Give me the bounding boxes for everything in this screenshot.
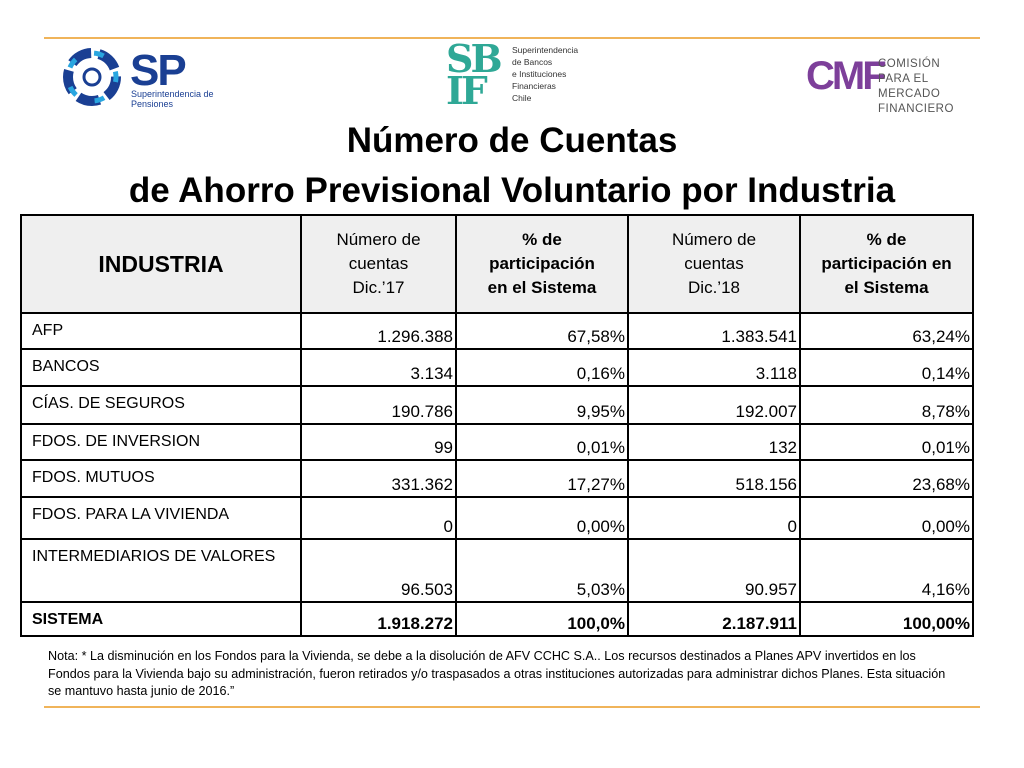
total-participacion-18: 100,00% [799, 601, 974, 637]
cell-cuentas-17: 99 [300, 423, 457, 461]
header-participacion-18: % de participación en el Sistema [799, 214, 974, 314]
cell-participacion-18: 0,00% [799, 496, 974, 540]
sbif-text: Superintendencia de Bancos e Institucion… [512, 45, 579, 103]
cell-cuentas-18: 3.118 [627, 348, 801, 387]
sp-logo: SP Superintendencia de Pensiones [58, 44, 218, 110]
table-row: BANCOS 3.134 0,16% 3.118 0,14% [20, 348, 974, 387]
row-name: AFP [20, 312, 302, 350]
total-name: SISTEMA [20, 601, 302, 637]
cell-cuentas-17: 1.296.388 [300, 312, 457, 350]
cell-participacion-18: 4,16% [799, 538, 974, 603]
cell-cuentas-18: 0 [627, 496, 801, 540]
table-row: AFP 1.296.388 67,58% 1.383.541 63,24% [20, 312, 974, 350]
table-row: INTERMEDIARIOS DE VALORES 96.503 5,03% 9… [20, 538, 974, 603]
total-cuentas-17: 1.918.272 [300, 601, 457, 637]
cell-cuentas-17: 190.786 [300, 385, 457, 425]
cell-cuentas-17: 96.503 [300, 538, 457, 603]
cell-cuentas-17: 331.362 [300, 459, 457, 498]
cell-participacion-17: 0,01% [455, 423, 629, 461]
top-divider [44, 37, 980, 39]
cell-participacion-18: 0,14% [799, 348, 974, 387]
header-industria: INDUSTRIA [20, 214, 302, 314]
page-title: Número de Cuentas [346, 121, 678, 160]
header-cuentas-18: Número de cuentas Dic.’18 [627, 214, 801, 314]
cell-cuentas-17: 0 [300, 496, 457, 540]
total-cuentas-18: 2.187.911 [627, 601, 801, 637]
cell-cuentas-18: 132 [627, 423, 801, 461]
cell-cuentas-18: 518.156 [627, 459, 801, 498]
cell-cuentas-18: 1.383.541 [627, 312, 801, 350]
cmf-logo: CMF COMISIÓN PARA EL MERCADO FINANCIERO [806, 46, 980, 115]
bottom-divider [44, 706, 980, 708]
page-subtitle: de Ahorro Previsional Voluntario por Ind… [128, 171, 896, 210]
sp-emblem-icon [63, 48, 121, 106]
table-row: CÍAS. DE SEGUROS 190.786 9,95% 192.007 8… [20, 385, 974, 425]
table-header-row: INDUSTRIA Número de cuentas Dic.’17 % de… [20, 214, 974, 314]
cell-participacion-17: 9,95% [455, 385, 629, 425]
cell-participacion-17: 5,03% [455, 538, 629, 603]
table-total-row: SISTEMA 1.918.272 100,0% 2.187.911 100,0… [20, 601, 974, 637]
cmf-mark: CMF [806, 54, 887, 98]
row-name: FDOS. PARA LA VIVIENDA [20, 496, 302, 540]
header-participacion-17: % de participación en el Sistema [455, 214, 629, 314]
cell-participacion-18: 23,68% [799, 459, 974, 498]
sp-abbr: SP [130, 46, 187, 95]
cell-participacion-18: 8,78% [799, 385, 974, 425]
row-name: FDOS. DE INVERSION [20, 423, 302, 461]
cell-cuentas-17: 3.134 [300, 348, 457, 387]
table-row: FDOS. DE INVERSION 99 0,01% 132 0,01% [20, 423, 974, 461]
row-name: INTERMEDIARIOS DE VALORES [20, 538, 302, 603]
cell-participacion-17: 17,27% [455, 459, 629, 498]
cell-participacion-18: 63,24% [799, 312, 974, 350]
cell-cuentas-18: 90.957 [627, 538, 801, 603]
sp-name: Superintendencia de Pensiones [131, 89, 214, 109]
cell-participacion-18: 0,01% [799, 423, 974, 461]
row-name: FDOS. MUTUOS [20, 459, 302, 498]
cell-participacion-17: 67,58% [455, 312, 629, 350]
table-row: FDOS. MUTUOS 331.362 17,27% 518.156 23,6… [20, 459, 974, 498]
row-name: CÍAS. DE SEGUROS [20, 385, 302, 425]
footnote: Nota: * La disminución en los Fondos par… [48, 649, 946, 698]
cell-participacion-17: 0,16% [455, 348, 629, 387]
row-name: BANCOS [20, 348, 302, 387]
sbif-logo: SB IF Superintendencia de Bancos e Instit… [444, 36, 594, 119]
sbif-mark: SB IF [446, 36, 503, 113]
cell-participacion-17: 0,00% [455, 496, 629, 540]
cell-cuentas-18: 192.007 [627, 385, 801, 425]
header-cuentas-17: Número de cuentas Dic.’17 [300, 214, 457, 314]
cmf-text: COMISIÓN PARA EL MERCADO FINANCIERO [878, 58, 954, 115]
industry-table: INDUSTRIA Número de cuentas Dic.’17 % de… [20, 214, 974, 637]
table-row: FDOS. PARA LA VIVIENDA 0 0,00% 0 0,00% [20, 496, 974, 540]
total-participacion-17: 100,0% [455, 601, 629, 637]
